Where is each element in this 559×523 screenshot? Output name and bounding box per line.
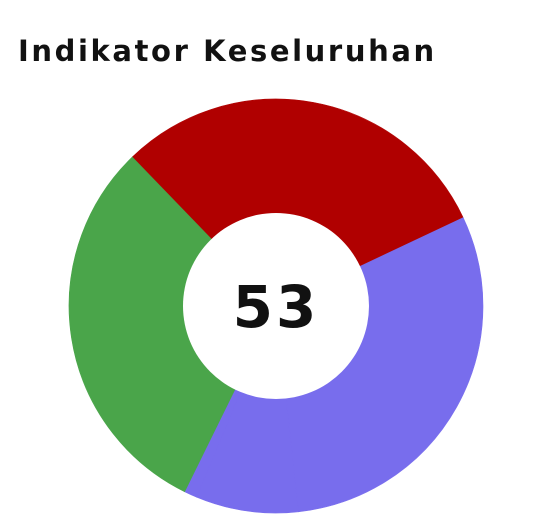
chart-title: Indikator Keseluruhan [18,34,437,68]
donut-slice-1[interactable] [131,98,464,307]
donut-hole [183,213,369,399]
donut-slice-5[interactable] [68,156,277,493]
center-score-label: 53 [233,273,320,341]
donut-slices [68,98,484,514]
